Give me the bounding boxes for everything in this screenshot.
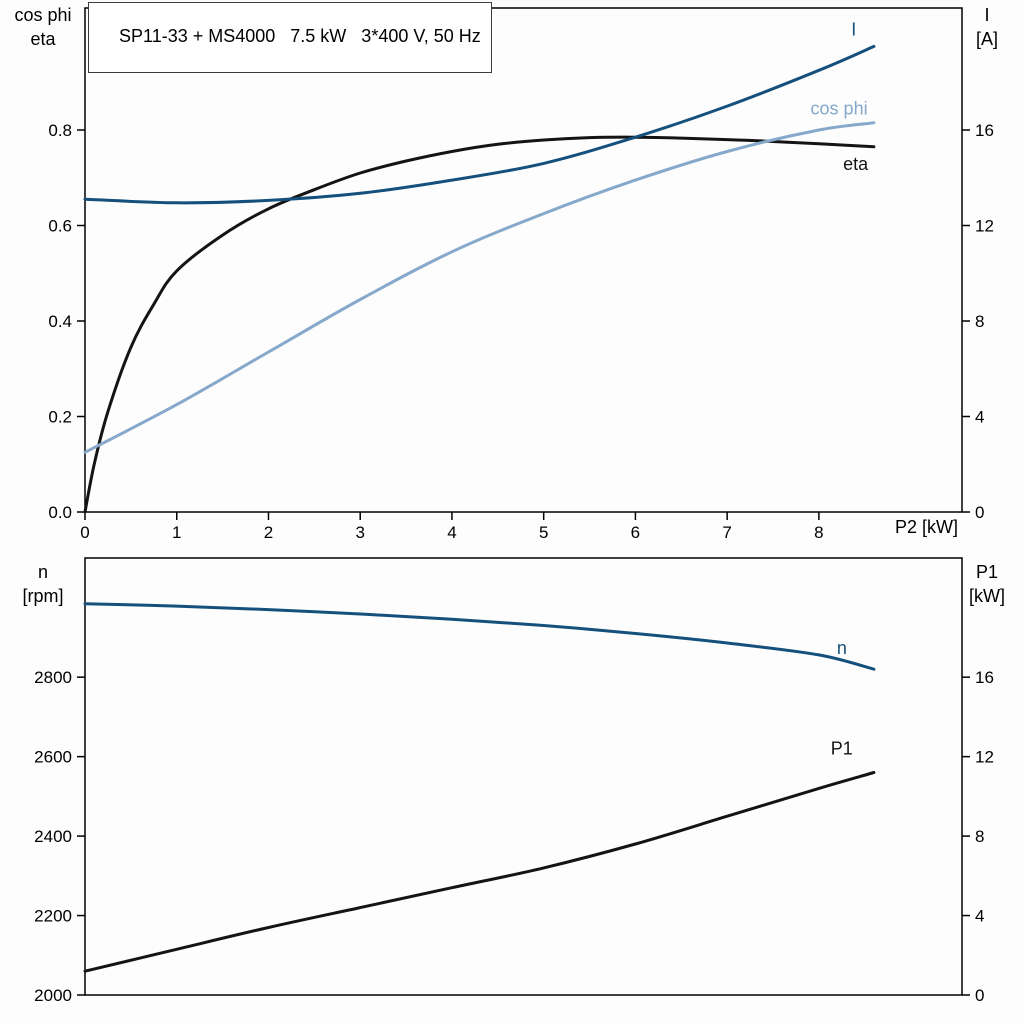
chart2-right-tick-label: 4 <box>975 907 984 926</box>
left-axis-header-rpm-unit: [rpm] <box>22 586 64 606</box>
chart2-right-tick-label: 16 <box>975 668 994 687</box>
bottom-left-axis-header: n [rpm] <box>3 560 83 608</box>
top-left-axis-header: cos phi eta <box>3 3 83 51</box>
right-axis-header-current: I <box>984 5 990 25</box>
chart2-speed-curve <box>83 602 876 671</box>
chart1-left-tick-label: 0.8 <box>48 121 72 140</box>
chart1-x-tick-label: 8 <box>814 523 823 542</box>
chart1-right-tick-label: 0 <box>975 503 984 522</box>
chart2-right-tick-label: 0 <box>975 986 984 1005</box>
chart1-right-tick-label: 16 <box>975 121 994 140</box>
chart1-current-curve-label: I <box>851 20 856 40</box>
right-axis-header-amps-unit: [A] <box>975 29 998 49</box>
right-axis-header-kw-unit: [kW] <box>969 586 1005 606</box>
chart1-cos_phi-curve <box>83 121 876 454</box>
chart2-right-tick-label: 8 <box>975 827 984 846</box>
chart1-x-tick-label: 1 <box>172 523 181 542</box>
chart-title: SP11-33 + MS4000 7.5 kW 3*400 V, 50 Hz <box>119 26 481 46</box>
left-axis-header-speed: n <box>37 562 48 582</box>
chart1-cos_phi-curve-label: cos phi <box>811 99 868 119</box>
chart1-x-tick-label: 2 <box>264 523 273 542</box>
chart1-x-tick-label: 7 <box>722 523 731 542</box>
chart-title-box: SP11-33 + MS4000 7.5 kW 3*400 V, 50 Hz <box>88 2 492 73</box>
chart2-left-tick-label: 2800 <box>34 668 72 687</box>
chart2-speed-curve-label: n <box>837 638 847 658</box>
x-axis-label: P2 [kW] <box>894 517 958 537</box>
left-axis-header-eta: eta <box>30 29 56 49</box>
chart1-current-curve <box>83 44 876 205</box>
chart1-left-tick-label: 0.4 <box>48 312 72 331</box>
chart2-left-tick-label: 2600 <box>34 748 72 767</box>
chart2-left-tick-label: 2000 <box>34 986 72 1005</box>
chart1-x-tick-label: 3 <box>355 523 364 542</box>
left-axis-header-cosphi: cos phi <box>14 5 72 25</box>
chart1-x-tick-label: 6 <box>631 523 640 542</box>
chart1-left-tick-label: 0.0 <box>48 503 72 522</box>
chart1-left-tick-label: 0.2 <box>48 408 72 427</box>
chart2-p1_power-curve-label: P1 <box>831 739 853 759</box>
chart2-right-tick-label: 12 <box>975 748 994 767</box>
chart1-plot-border <box>84 7 963 513</box>
chart2-plot-border <box>84 557 963 996</box>
chart1-right-tick-label: 8 <box>975 312 984 331</box>
chart2-p1_power-curve <box>83 771 876 973</box>
top-right-axis-header: I [A] <box>958 3 1016 51</box>
bottom-right-axis-header: P1 [kW] <box>958 560 1016 608</box>
chart1-x-tick-label: 0 <box>80 523 89 542</box>
chart2-left-tick-label: 2400 <box>34 827 72 846</box>
chart1-eta-curve-label: eta <box>843 154 869 174</box>
chart1-x-tick-label: 4 <box>447 523 456 542</box>
right-axis-header-p1: P1 <box>975 562 999 582</box>
chart1-right-tick-label: 12 <box>975 217 994 236</box>
chart2-left-tick-label: 2200 <box>34 907 72 926</box>
chart1-right-tick-label: 4 <box>975 408 984 427</box>
chart1-eta-curve <box>83 135 876 514</box>
chart1-x-tick-label: 5 <box>539 523 548 542</box>
chart1-left-tick-label: 0.6 <box>48 217 72 236</box>
